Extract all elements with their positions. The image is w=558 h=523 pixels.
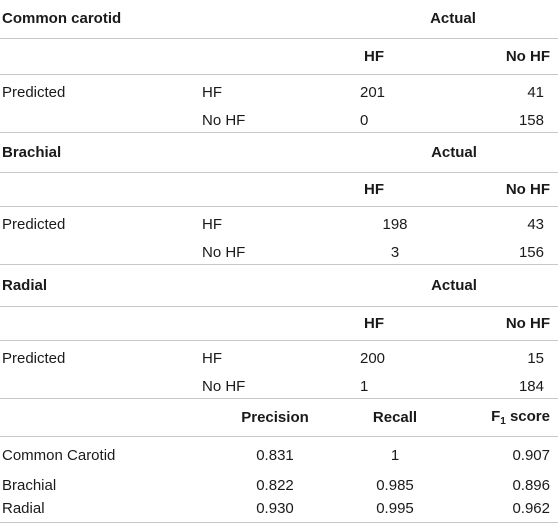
cell-hf: 1 [360, 378, 369, 396]
section-title: Radial [0, 263, 200, 306]
col-hf-header: HF [350, 37, 440, 74]
column-header-row: HF No HF [0, 37, 558, 74]
cell-hf: 3 [390, 244, 400, 262]
column-header-row: HF No HF [0, 171, 558, 206]
actual-label: Actual [350, 263, 558, 306]
table-row: Predicted HF 201 41 [0, 73, 558, 110]
metric-row-name: Brachial [2, 476, 57, 494]
row-label: No HF [202, 112, 246, 130]
cell-nohf: 43 [440, 205, 558, 242]
actual-label: Actual [430, 10, 476, 28]
precision-cell: 0.930 [200, 496, 350, 523]
cell-hf: 201 [350, 73, 440, 110]
col-hf-header: HF [350, 171, 440, 206]
col-hf-header: HF [350, 305, 440, 340]
f1-prefix: F [491, 407, 501, 425]
row-label: No HF [202, 244, 246, 262]
precision-cell: 0.822 [256, 476, 294, 494]
f1-subscript: 1 [500, 415, 506, 427]
cell-nohf: 184 [518, 378, 544, 396]
row-label: No HF [202, 378, 246, 396]
f1-score-header: F1 score [440, 397, 558, 436]
cell-nohf: 158 [518, 112, 544, 130]
precision-header: Precision [200, 397, 350, 436]
section-header-row: Radial Actual [0, 263, 558, 306]
column-header-row: HF No HF [0, 305, 558, 340]
cell-hf: 200 [350, 339, 440, 376]
precision-cell: 0.831 [200, 435, 350, 474]
section-title: Brachial [0, 131, 200, 172]
row-label: HF [200, 73, 350, 110]
col-nohf-header: No HF [440, 305, 558, 340]
section-header-row: Common carotid Actual [0, 0, 558, 38]
actual-label: Actual [350, 131, 558, 172]
table-row: No HF 3 156 [0, 242, 558, 264]
table-row: Predicted HF 200 15 [0, 339, 558, 376]
recall-header: Recall [350, 397, 440, 436]
f1-cell: 0.962 [440, 496, 558, 523]
cell-hf: 0 [360, 112, 369, 130]
col-nohf-header: No HF [440, 37, 558, 74]
metric-row-name: Radial [0, 496, 200, 523]
table-row: Predicted HF 198 43 [0, 205, 558, 242]
recall-cell: 1 [350, 435, 440, 474]
f1-cell: 0.907 [440, 435, 558, 474]
f1-suffix: score [505, 407, 550, 425]
col-nohf-header: No HF [440, 171, 558, 206]
cell-nohf: 41 [440, 73, 558, 110]
row-label: HF [200, 205, 350, 242]
table-row: Common Carotid 0.831 1 0.907 [0, 435, 558, 474]
section-title: Common carotid [2, 10, 122, 28]
predicted-label: Predicted [0, 205, 200, 242]
predicted-label: Predicted [0, 73, 200, 110]
table-row: No HF 0 158 [0, 110, 558, 132]
cell-nohf: 15 [440, 339, 558, 376]
f1-cell: 0.896 [512, 476, 550, 494]
recall-cell: 0.995 [350, 496, 440, 523]
cell-nohf: 156 [518, 244, 544, 262]
recall-cell: 0.985 [376, 476, 414, 494]
section-header-row: Brachial Actual [0, 131, 558, 172]
table-row: No HF 1 184 [0, 376, 558, 398]
row-label: HF [200, 339, 350, 376]
table-row: Radial 0.930 0.995 0.962 [0, 496, 558, 523]
metric-row-name: Common Carotid [0, 435, 200, 474]
table-row: Brachial 0.822 0.985 0.896 [0, 474, 558, 496]
cell-hf: 198 [350, 205, 440, 242]
metrics-header-row: Precision Recall F1 score [0, 397, 558, 436]
predicted-label: Predicted [0, 339, 200, 376]
